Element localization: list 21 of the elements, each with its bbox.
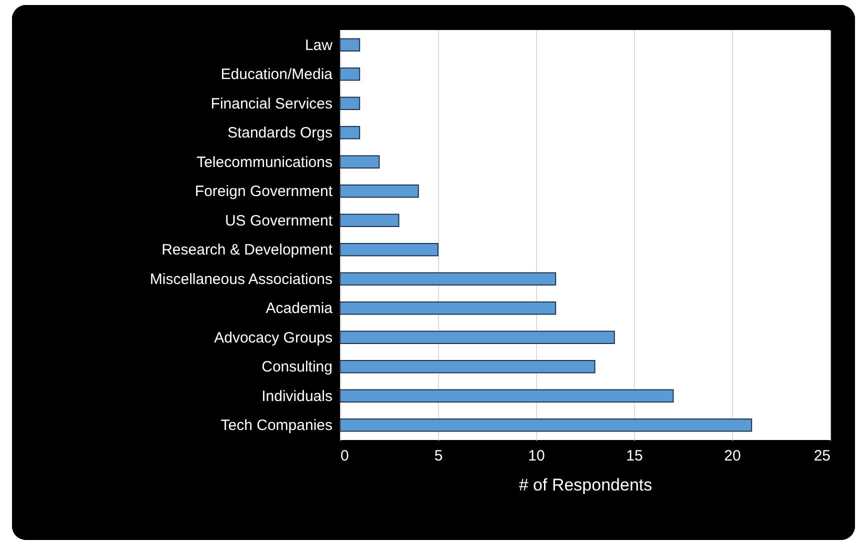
y-tick-label: Financial Services (210, 95, 332, 112)
x-tick-label: 5 (434, 448, 443, 464)
y-tick-label: Telecommunications (196, 154, 332, 171)
y-tick-label: Advocacy Groups (214, 329, 332, 346)
x-tick-label: 15 (626, 448, 643, 464)
y-tick-label: Individuals (262, 388, 332, 405)
y-tick-label: US Government (224, 212, 334, 230)
x-tick-label: 25 (814, 448, 830, 464)
y-tick-label: Miscellaneous Associations (150, 270, 332, 288)
y-tick-label: Law (304, 36, 333, 54)
y-tick-label: Academia (266, 300, 334, 318)
y-tick-label: Research & Development (162, 242, 334, 259)
x-axis-title: # of Respondents (518, 476, 652, 494)
y-tick-label: Consulting (262, 358, 332, 376)
x-tick-label: 10 (528, 448, 545, 464)
y-tick-label: Tech Companies (220, 417, 332, 434)
x-tick-label: 20 (724, 448, 741, 464)
y-tick-label: Standards Orgs (227, 124, 332, 142)
x-tick-label: 0 (340, 448, 349, 464)
y-tick-label: Education/Media (220, 66, 334, 84)
y-tick-label: Foreign Government (194, 183, 334, 200)
